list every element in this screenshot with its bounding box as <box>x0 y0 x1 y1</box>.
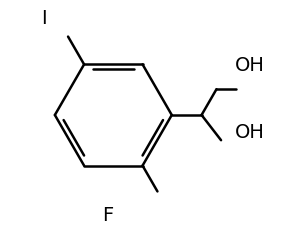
Text: OH: OH <box>235 56 265 75</box>
Text: F: F <box>102 205 113 224</box>
Text: OH: OH <box>235 122 265 141</box>
Text: I: I <box>41 9 47 28</box>
